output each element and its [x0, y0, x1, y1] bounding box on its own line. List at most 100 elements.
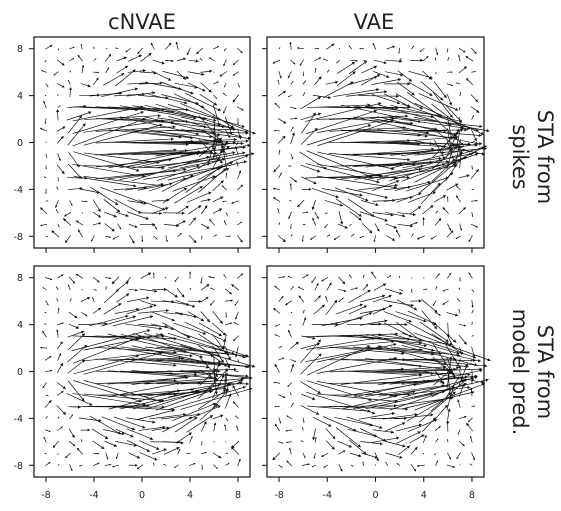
- quiver-arrowhead: [314, 67, 317, 70]
- quiver-arrowhead: [291, 312, 293, 314]
- quiver-arrowhead: [462, 443, 465, 447]
- quiver-arrowhead: [363, 274, 365, 277]
- quiver-arrow: [107, 169, 187, 180]
- quiver-arrowhead: [83, 345, 87, 349]
- quiver-arrowhead: [434, 309, 438, 313]
- quiver-arrowhead: [234, 146, 238, 150]
- quiver-arrowhead: [111, 228, 115, 232]
- quiver-arrow: [119, 105, 197, 119]
- quiver-arrow: [397, 81, 415, 96]
- quiver-arrowhead: [184, 375, 188, 379]
- quiver-arrowhead: [475, 225, 478, 228]
- quiver-arrow: [432, 128, 457, 148]
- quiver-arrowhead: [56, 286, 58, 288]
- quiver-arrow: [321, 317, 363, 326]
- quiver-arrowhead: [165, 240, 168, 243]
- quiver-arrowhead: [81, 212, 84, 214]
- quiver-arrowhead: [400, 58, 402, 60]
- quiver-arrow: [306, 150, 373, 178]
- quiver-arrow: [347, 428, 378, 437]
- quiver-arrowhead: [328, 282, 332, 286]
- quiver-arrow: [186, 191, 212, 203]
- quiver-arrowhead: [183, 187, 187, 191]
- quiver-arrowhead: [42, 330, 45, 334]
- quiver-arrowhead: [348, 444, 352, 448]
- quiver-arrowhead: [50, 369, 53, 372]
- quiver-arrowhead: [475, 169, 479, 173]
- quiver-arrowhead: [328, 234, 331, 236]
- quiver-arrow: [397, 212, 416, 216]
- quiver-arrowhead: [46, 416, 48, 418]
- quiver-arrow: [89, 415, 121, 435]
- quiver-arrowhead: [76, 163, 80, 168]
- quiver-arrowhead: [43, 176, 46, 178]
- quiver-arrowhead: [437, 273, 440, 276]
- quiver-arrowhead: [131, 427, 135, 431]
- quiver-arrow: [394, 181, 431, 191]
- quiver-arrowhead: [107, 67, 110, 70]
- quiver-arrowhead: [44, 122, 47, 124]
- quiver-arrowhead: [410, 121, 414, 125]
- quiver-arrowhead: [242, 355, 246, 359]
- quiver-arrowhead: [64, 214, 67, 217]
- quiver-arrowhead: [446, 196, 449, 198]
- quiver-arrowhead: [290, 392, 292, 394]
- quiver-arrowhead: [278, 47, 281, 49]
- quiver-arrowhead: [136, 307, 140, 312]
- quiver-arrowhead: [374, 464, 377, 466]
- row-title-spikes: STA from spikes: [508, 110, 557, 204]
- quiver-arrow: [83, 352, 163, 375]
- quiver-arrowhead: [287, 95, 290, 97]
- quiver-arrowhead: [57, 453, 59, 455]
- quiver-arrowhead: [289, 42, 292, 45]
- quiver-arrowhead: [411, 92, 415, 96]
- quiver-arrowhead: [291, 157, 294, 160]
- quiver-arrowhead: [76, 220, 79, 223]
- quiver-arrowhead: [422, 453, 424, 455]
- quiver-arrow: [167, 140, 249, 144]
- quiver-arrow: [71, 329, 151, 352]
- quiver-arrowhead: [484, 364, 488, 368]
- quiver-arrow: [317, 120, 394, 147]
- quiver-arrowhead: [81, 397, 85, 402]
- quiver-arrowhead: [224, 350, 228, 354]
- quiver-arrow: [139, 452, 158, 461]
- row-title-model-pred: STA from model pred.: [508, 309, 557, 436]
- quiver-arrowhead: [460, 142, 464, 146]
- quiver-arrowhead: [434, 127, 438, 131]
- quiver-arrowhead: [191, 304, 196, 308]
- quiver-arrowhead: [384, 90, 388, 94]
- quiver-arrowhead: [339, 221, 344, 225]
- quiver-arrowhead: [208, 387, 212, 391]
- quiver-arrowhead: [48, 430, 51, 433]
- quiver-arrow: [137, 309, 169, 314]
- quiver-arrowhead: [199, 354, 203, 359]
- quiver-arrowhead: [323, 58, 325, 61]
- quiver-arrowhead: [109, 277, 112, 280]
- quiver-arrowhead: [402, 214, 406, 218]
- quiver-arrow: [127, 200, 147, 204]
- quiver-arrowhead: [459, 280, 461, 282]
- quiver-arrow: [103, 303, 122, 315]
- quiver-arrowhead: [210, 287, 212, 290]
- quiver-arrowhead: [426, 56, 429, 59]
- quiver-arrowhead: [127, 280, 129, 282]
- quiver-arrow: [66, 111, 92, 121]
- quiver-arrowhead: [220, 180, 224, 184]
- quiver-arrowhead: [423, 319, 427, 323]
- quiver-arrow: [72, 111, 144, 134]
- quiver-arrow: [198, 345, 228, 367]
- quiver-arrowhead: [412, 212, 416, 217]
- quiver-arrowhead: [469, 463, 472, 465]
- quiver-arrowhead: [445, 338, 449, 342]
- quiver-arrow: [127, 70, 146, 73]
- quiver-arrow: [89, 92, 123, 97]
- quiver-arrow: [335, 303, 363, 315]
- quiver-arrowhead: [167, 77, 172, 81]
- quiver-arrowhead: [459, 119, 463, 123]
- quiver-arrowhead: [426, 130, 430, 135]
- quiver-arrow: [378, 161, 450, 167]
- quiver-arrow: [187, 71, 205, 76]
- quiver-arrowhead: [46, 236, 48, 238]
- quiver-arrowhead: [295, 341, 299, 345]
